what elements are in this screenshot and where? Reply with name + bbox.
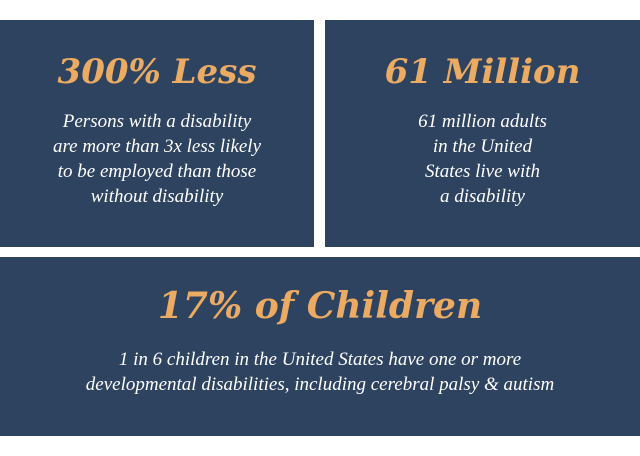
stat-card-children: 17% of Children 1 in 6 children in the U…	[0, 257, 640, 436]
stat-description: 1 in 6 children in the United States hav…	[86, 347, 554, 397]
stat-description-line: States live with	[424, 161, 541, 183]
stat-description-line: 61 million adults	[418, 111, 547, 133]
stat-description-line: 1 in 6 children in the United States hav…	[118, 348, 522, 370]
stat-description-line: a disability	[440, 186, 525, 208]
stat-description-line: Persons with a disability	[62, 111, 252, 133]
stat-headline: 61 Million	[384, 52, 581, 92]
stat-description-line: in the United	[432, 136, 533, 158]
stat-description-line: without disability	[90, 186, 224, 208]
stat-description: Persons with a disability are more than …	[53, 109, 261, 209]
stat-description-line: to be employed than those	[57, 161, 257, 183]
stat-description-line: are more than 3x less likely	[52, 136, 262, 158]
stat-card-employment: 300% Less Persons with a disability are …	[0, 20, 314, 247]
stat-description-line: developmental disabilities, including ce…	[85, 373, 555, 395]
stat-card-adults: 61 Million 61 million adults in the Unit…	[325, 20, 640, 247]
stat-headline: 300% Less	[57, 52, 257, 92]
stat-description: 61 million adults in the United States l…	[418, 109, 547, 209]
stat-headline: 17% of Children	[157, 285, 483, 327]
